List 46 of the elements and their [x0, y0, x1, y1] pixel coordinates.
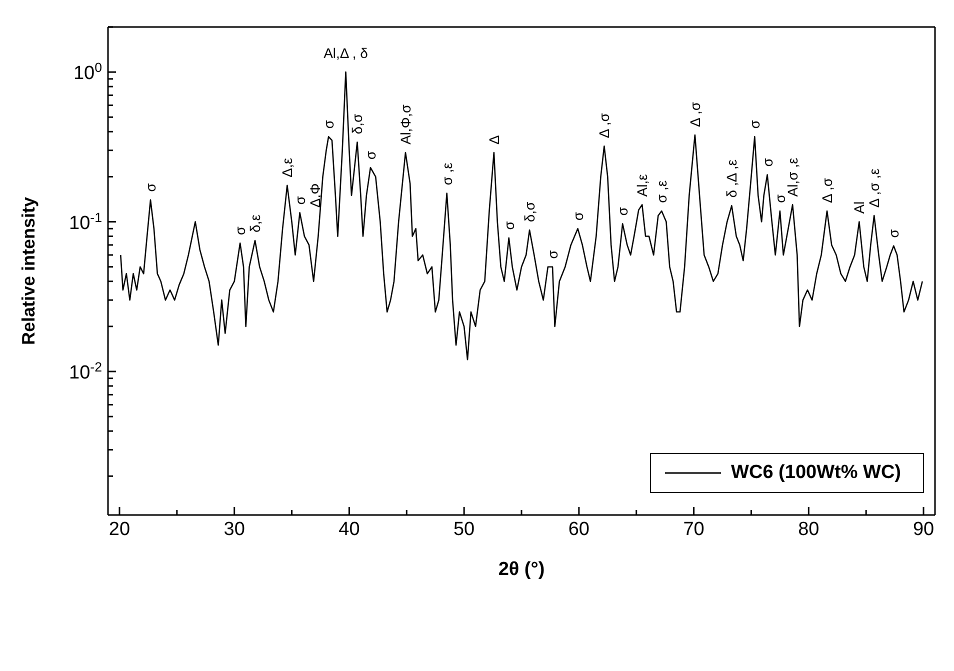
- annotation: Δ ,σ: [686, 102, 703, 127]
- annotation: δ,σ: [522, 201, 538, 222]
- x-tick-label: 90: [912, 519, 934, 540]
- x-axis-title: 2θ (°): [498, 559, 545, 580]
- annotation: Al,Φ,σ: [397, 104, 414, 145]
- annotation: σ: [292, 196, 308, 205]
- annotation: σ: [500, 220, 517, 230]
- annotation: σ: [759, 158, 776, 167]
- annotation: Δ,Φ: [306, 183, 323, 208]
- x-tick-label: 80: [798, 519, 820, 540]
- annotation: δ,σ: [349, 114, 366, 134]
- annotation: δ ,Δ ,ε: [724, 160, 740, 198]
- annotation: Al,ε: [634, 174, 650, 197]
- y-tick-label: 10$^{-1}$: [69, 209, 102, 234]
- annotation: Δ ,σ: [596, 112, 612, 138]
- annotation: Δ,ε: [279, 158, 296, 178]
- annotation: Δ: [486, 135, 502, 145]
- annotation: Al,Δ , δ: [324, 45, 368, 62]
- annotation: σ: [614, 206, 631, 216]
- annotation: Δ ,σ: [819, 178, 836, 204]
- annotation: Al: [851, 201, 868, 214]
- x-tick-label: 40: [338, 519, 360, 540]
- x-tick-label: 70: [683, 519, 704, 540]
- annotation: σ: [886, 228, 902, 238]
- y-axis-title: Relative intensity: [18, 196, 38, 346]
- x-tick-label: 60: [568, 519, 590, 540]
- x-tick-label: 50: [454, 519, 475, 540]
- line-series: [120, 71, 924, 360]
- annotation: σ: [570, 212, 586, 221]
- annotation: σ ,ε: [654, 180, 670, 204]
- annotation: Al,σ ,ε: [784, 158, 801, 197]
- y-tick-label: 10$^{0}$: [73, 60, 102, 84]
- legend-label: WC6 (100Wt% WC): [731, 462, 901, 484]
- annotation: σ: [746, 120, 763, 129]
- annotation: δ,ε: [247, 214, 264, 232]
- annotation: σ ,ε: [438, 162, 455, 186]
- annotation: σ: [772, 194, 788, 204]
- x-tick-label: 30: [224, 519, 245, 540]
- annotation: σ: [320, 120, 337, 129]
- annotation: Δ ,σ ,ε: [866, 168, 882, 208]
- x-tick-label: 20: [108, 519, 130, 540]
- annotation: σ: [362, 150, 378, 160]
- y-tick-label: 10$^{-2}$: [69, 358, 102, 384]
- annotation: σ: [544, 250, 561, 259]
- annotation: σ: [232, 226, 248, 236]
- annotation: σ: [142, 182, 158, 192]
